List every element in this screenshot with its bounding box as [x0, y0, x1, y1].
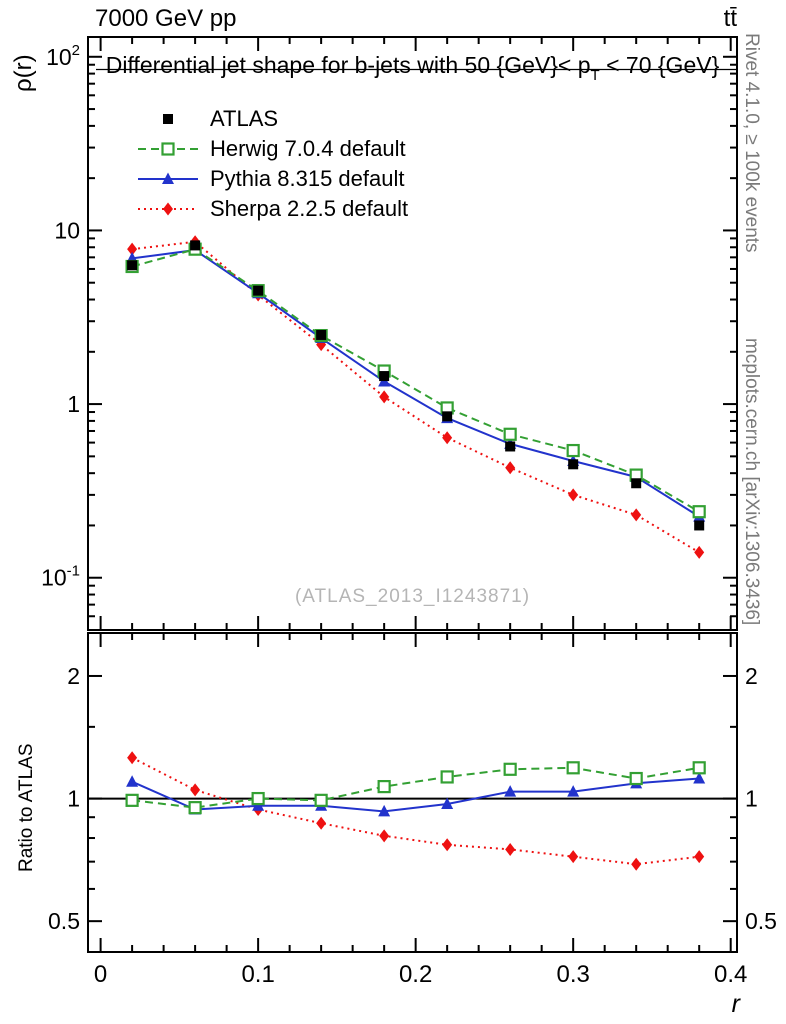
atlas-marker-icon [568, 459, 579, 470]
x-tick-label: 0.1 [241, 961, 274, 988]
sherpa-marker-icon [442, 431, 453, 445]
x-tick-label: 0.2 [399, 961, 432, 988]
sherpa-marker-icon [568, 488, 579, 502]
herwig-marker-icon [629, 771, 643, 786]
sherpa-marker-icon [127, 751, 138, 765]
atlas-marker-icon [127, 260, 138, 271]
plot-title-subscript: T [590, 67, 600, 84]
x-tick-label: 0.3 [556, 961, 589, 988]
y-tick-label: 102 [46, 42, 80, 70]
y-tick-label: 2 [67, 663, 80, 689]
pythia-marker-icon [126, 775, 139, 787]
legend-label-herwig: Herwig 7.0.4 default [210, 136, 406, 161]
plot-title-post: < 70 {GeV} [599, 52, 720, 78]
plot-frame [87, 632, 738, 953]
y-tick-label: 0.5 [48, 908, 80, 934]
atlas-marker-icon [505, 441, 516, 452]
herwig-marker-icon [503, 427, 517, 441]
sherpa-marker-icon [190, 783, 201, 797]
herwig-marker-icon [125, 793, 139, 807]
pythia-marker-icon [138, 172, 198, 184]
sherpa-marker-icon [631, 508, 642, 522]
legend-item-sherpa: Sherpa 2.2.5 default [136, 194, 408, 224]
herwig-marker-icon [161, 142, 175, 156]
x-axis-title: r [731, 990, 740, 1018]
sherpa-marker-icon [505, 842, 516, 856]
pythia-marker-icon [567, 785, 580, 797]
y-axis-title: ρ(r) [10, 54, 37, 92]
herwig-marker-icon [566, 761, 580, 775]
y-tick-label-right: 2 [745, 663, 758, 689]
sherpa-marker-icon [138, 202, 198, 216]
x-tick-label: 0.4 [714, 961, 747, 988]
herwig-marker-icon [692, 761, 706, 775]
sherpa-line [131, 756, 700, 866]
y-tick-label: 1 [67, 786, 80, 812]
legend-label-pythia: Pythia 8.315 default [210, 166, 405, 191]
atlas-marker-icon [631, 478, 642, 489]
process-label: tt̄ [723, 5, 737, 32]
sherpa-marker-icon [163, 202, 173, 216]
plot-frame [87, 36, 738, 631]
pythia-line [131, 777, 700, 813]
beam-energy-label: 7000 GeV pp [95, 5, 237, 32]
atlas-marker-icon [190, 240, 201, 251]
pythia-marker-icon [162, 172, 174, 184]
herwig-marker-icon [188, 801, 202, 815]
sherpa-marker-icon [379, 829, 390, 843]
pythia-marker-icon [441, 797, 454, 809]
rivet-version-note: Rivet 4.1.0, ≥ 100k events [741, 33, 762, 253]
atlas-marker-icon [163, 114, 173, 124]
plot-title-pre: Differential jet shape for b-jets with 5… [105, 52, 591, 78]
atlas-marker-icon [253, 285, 264, 296]
herwig-marker-icon [314, 793, 328, 807]
pythia-line [131, 249, 700, 518]
herwig-marker-icon [692, 505, 706, 519]
herwig-marker-icon [377, 779, 391, 794]
legend-item-atlas: ATLAS [136, 104, 408, 134]
sherpa-marker-icon [505, 461, 516, 475]
legend-item-herwig: Herwig 7.0.4 default [136, 134, 408, 164]
atlas-marker-icon [163, 114, 173, 124]
sherpa-marker-icon [568, 850, 579, 864]
sherpa-marker-icon [631, 857, 642, 871]
sherpa-marker-icon [694, 545, 705, 559]
ratio-axis-title: Ratio to ATLAS [16, 743, 37, 873]
sherpa-marker-icon [379, 390, 390, 404]
y-tick-label-right: 1 [745, 786, 758, 812]
sherpa-marker-icon [127, 242, 138, 256]
analysis-id-watermark: (ATLAS_2013_I1243871) [294, 586, 531, 607]
legend-label-atlas: ATLAS [210, 106, 279, 131]
herwig-marker-icon [251, 791, 265, 806]
atlas-marker-icon [379, 371, 390, 382]
sherpa-marker-icon [316, 816, 327, 830]
legend-label-sherpa: Sherpa 2.2.5 default [210, 196, 409, 221]
y-tick-label: 10-1 [41, 563, 80, 591]
x-tick-label: 0 [94, 961, 107, 988]
y-tick-label-right: 0.5 [745, 908, 777, 934]
herwig-marker-icon [503, 762, 517, 776]
herwig-marker-icon [138, 142, 198, 156]
y-tick-label: 10 [54, 217, 80, 243]
sherpa-marker-icon [694, 850, 705, 864]
pythia-marker-icon [693, 772, 706, 784]
sherpa-line [131, 240, 700, 554]
herwig-marker-icon [440, 770, 454, 784]
sherpa-marker-icon [442, 838, 453, 852]
pythia-marker-icon [504, 785, 517, 797]
atlas-marker-icon [316, 329, 327, 340]
herwig-line [131, 766, 700, 809]
atlas-marker-icon [694, 520, 705, 531]
atlas-marker-icon [442, 411, 453, 422]
legend: ATLAS Herwig 7.0.4 default Pythia 8.315 … [136, 104, 408, 224]
legend-item-pythia: Pythia 8.315 default [136, 164, 408, 194]
plot-title: Differential jet shape for b-jets with 5… [88, 52, 737, 84]
pythia-marker-icon [378, 804, 391, 817]
herwig-line [131, 248, 700, 513]
mcplots-reference-note: mcplots.cern.ch [arXiv:1306.3436] [741, 338, 762, 626]
herwig-marker-icon [566, 443, 580, 458]
y-tick-label: 1 [67, 391, 80, 417]
